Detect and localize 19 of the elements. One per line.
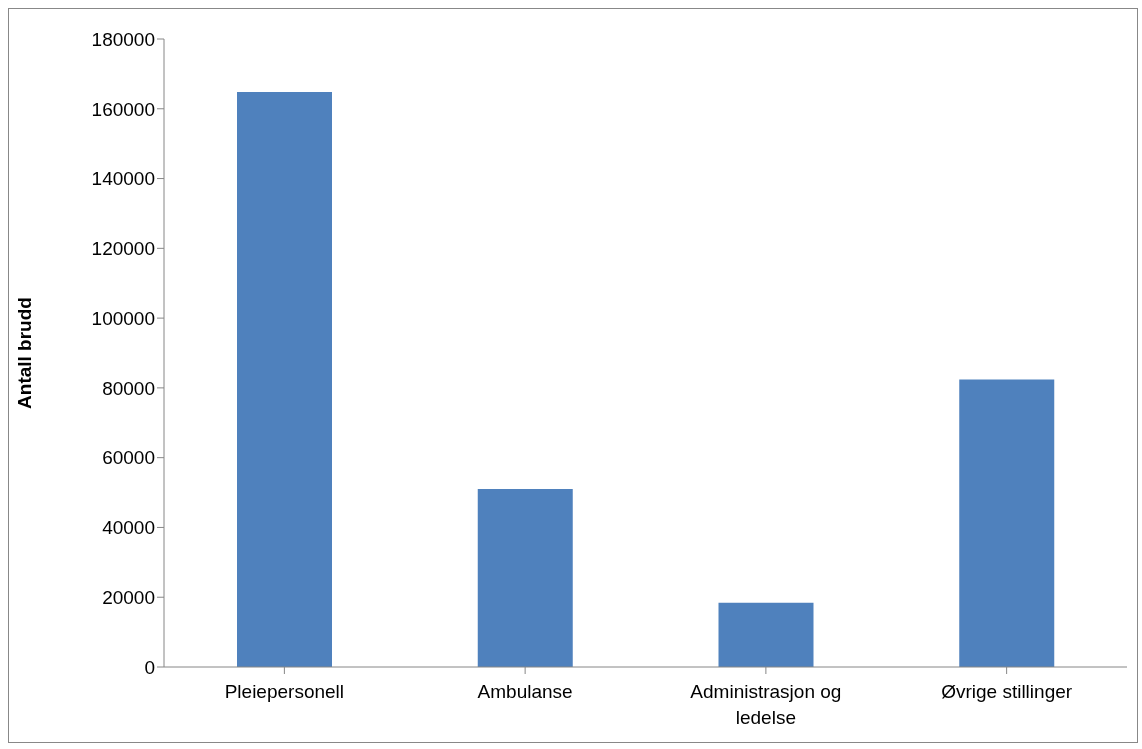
x-tick-label: Administrasjon og ledelse — [690, 681, 842, 728]
y-tick-label: 140000 — [91, 168, 155, 190]
y-tick-label: 40000 — [102, 517, 155, 539]
x-tick-label: Ambulanse — [477, 681, 573, 702]
y-tick-label: 20000 — [102, 586, 155, 608]
y-tick-label: 0 — [144, 656, 155, 678]
y-axis-title: Antall brudd — [13, 297, 35, 409]
y-tick-label: 180000 — [91, 28, 155, 50]
y-tick-label: 120000 — [91, 238, 155, 260]
x-tick-label: Pleiepersonell — [224, 681, 345, 702]
bar — [718, 602, 814, 667]
x-tick-label: Øvrige stillinger — [941, 681, 1073, 702]
y-tick-label: 60000 — [102, 447, 155, 469]
y-tick-label: 80000 — [102, 377, 155, 399]
bar — [237, 92, 332, 667]
y-tick-label: 100000 — [91, 307, 155, 329]
bar — [959, 379, 1055, 667]
y-tick-label: 160000 — [91, 98, 155, 120]
bar — [477, 489, 573, 667]
